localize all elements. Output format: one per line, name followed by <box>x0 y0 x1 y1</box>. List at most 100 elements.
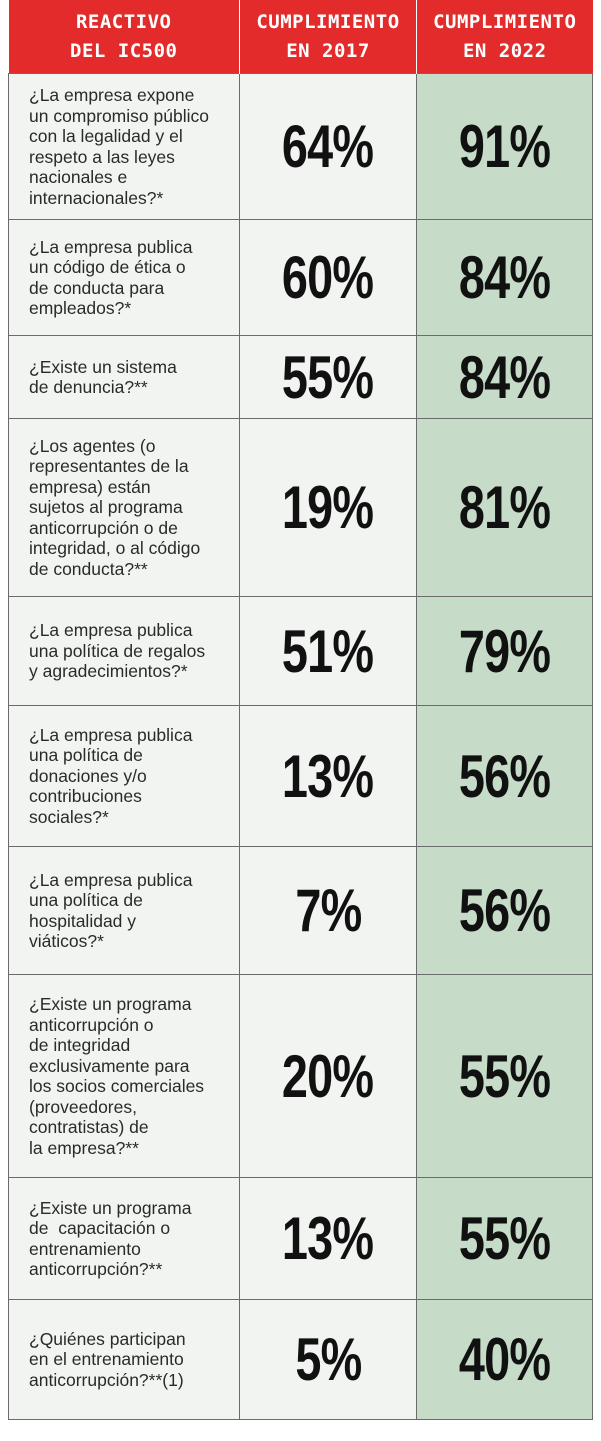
question-line: nacionales e <box>29 167 128 187</box>
question-line: donaciones y/o <box>29 765 147 786</box>
value-2022-cell: 84% <box>416 219 593 336</box>
header-reactivo-line-2: DEL IC500 <box>70 39 178 62</box>
question-line: la empresa?** <box>29 1137 139 1158</box>
table-row: ¿Los agentes (o representantes de la empre… <box>8 418 593 597</box>
question-line: sociales?* <box>29 806 109 827</box>
value-2022: 40% <box>458 1326 551 1393</box>
value-2017: 20% <box>282 1042 374 1110</box>
value-2017-cell: 19% <box>239 418 417 597</box>
value-2017: 64% <box>282 113 374 180</box>
value-2022-cell: 79% <box>416 596 593 706</box>
value-2022: 81% <box>458 474 551 541</box>
header-cumplimiento-2022: CUMPLIMIENTO EN 2022 <box>416 0 593 74</box>
value-2017-cell: 13% <box>239 705 417 847</box>
question-line: representantes de la <box>29 456 189 477</box>
header-cumplimiento-2017: CUMPLIMIENTO EN 2017 <box>239 0 417 74</box>
question-line: ¿Quiénes participan <box>29 1328 186 1349</box>
question-line: contratistas) de <box>29 1117 149 1137</box>
question-line: anticorrupción o de <box>29 517 178 538</box>
question-line: ¿Existe un programa <box>29 1197 192 1218</box>
compliance-table: REACTIVO DEL IC500 CUMPLIMIENTO EN 2017 … <box>8 0 593 1420</box>
header-2017-line-2: EN 2017 <box>286 39 370 62</box>
value-2022: 79% <box>458 617 551 685</box>
question-line: viáticos?* <box>29 931 104 951</box>
question-line: internacionales?* <box>29 187 164 208</box>
table-row: ¿Quiénes participan en el entrenamiento an… <box>8 1299 593 1420</box>
question-line: anticorrupción o <box>29 1014 154 1035</box>
question-line: ¿Los agentes (o <box>29 435 156 456</box>
value-2022-cell: 55% <box>416 1177 593 1300</box>
value-2022: 84% <box>458 244 551 311</box>
table-body: ¿La empresa expone un compromiso público c… <box>8 73 593 1420</box>
table-row: ¿La empresa publica una política de regal… <box>8 596 593 706</box>
value-2017-cell: 64% <box>239 73 417 220</box>
question-line: exclusivamente para <box>29 1055 190 1076</box>
header-2022-line-1: CUMPLIMIENTO <box>433 10 577 33</box>
value-2017-cell: 20% <box>239 974 417 1178</box>
question-line: los socios comerciales <box>29 1076 205 1096</box>
question-line: ¿La empresa publica <box>29 620 193 641</box>
question-cell: ¿Existe un sistema de denuncia?** <box>8 335 240 419</box>
question-line: ¿Existe un programa <box>29 994 192 1014</box>
header-2017-line-1: CUMPLIMIENTO <box>256 10 400 33</box>
table-row: ¿La empresa publica una política de hospit… <box>8 846 593 975</box>
header-reactivo: REACTIVO DEL IC500 <box>8 0 240 74</box>
value-2022-cell: 81% <box>416 418 593 597</box>
value-2017-cell: 60% <box>239 219 417 336</box>
question-line: contribuciones <box>29 786 142 807</box>
value-2017: 13% <box>282 1205 374 1272</box>
value-2017: 51% <box>282 617 374 685</box>
table-row: ¿Existe un sistema de denuncia?** 55% 84% <box>8 335 593 419</box>
question-line: empresa) están <box>29 476 151 497</box>
header-2022-line-2: EN 2022 <box>462 39 547 62</box>
question-line: de conducta para <box>29 277 165 298</box>
value-2017-cell: 51% <box>239 596 417 706</box>
question-line: de capacitación o <box>29 1218 171 1238</box>
header-reactivo-line-1: REACTIVO <box>75 10 172 33</box>
table-row: ¿La empresa expone un compromiso público c… <box>8 73 593 220</box>
value-2022: 55% <box>458 1042 551 1110</box>
question-line: integridad, o al código <box>29 538 201 559</box>
value-2022-cell: 40% <box>416 1299 593 1420</box>
table-row: ¿Existe un programa anticorrupción o de in… <box>8 974 593 1178</box>
value-2022: 91% <box>458 113 551 180</box>
question-line: de integridad <box>29 1035 131 1055</box>
question-cell: ¿Los agentes (o representantes de la empre… <box>8 418 240 597</box>
question-line: en el entrenamiento <box>29 1349 184 1370</box>
value-2022-cell: 84% <box>416 335 593 419</box>
value-2022: 56% <box>458 742 551 810</box>
value-2022-cell: 56% <box>416 846 593 975</box>
value-2022-cell: 55% <box>416 974 593 1178</box>
question-line: sujetos al programa <box>29 497 183 518</box>
value-2017-cell: 7% <box>239 846 417 975</box>
question-line: (proveedores, <box>29 1096 137 1117</box>
value-2017: 13% <box>282 742 374 810</box>
question-cell: ¿La empresa publica una política de hospit… <box>8 846 240 975</box>
question-line: anticorrupción?**(1) <box>29 1369 184 1390</box>
question-line: un compromiso público <box>29 105 209 126</box>
question-line: ¿La empresa publica <box>29 869 193 890</box>
question-cell: ¿Existe un programa de capacitación o entr… <box>8 1177 240 1300</box>
question-line: ¿Existe un sistema <box>29 356 177 377</box>
question-line: ¿La empresa publica <box>29 236 193 257</box>
table-row: ¿La empresa publica una política de donaci… <box>8 705 593 847</box>
question-cell: ¿La empresa expone un compromiso público c… <box>8 73 240 220</box>
question-line: una política de regalos <box>29 640 206 661</box>
question-line: ¿La empresa expone <box>29 85 195 105</box>
value-2017: 60% <box>282 244 374 311</box>
question-line: empleados?* <box>29 298 132 318</box>
question-line: hospitalidad y <box>29 910 137 931</box>
question-cell: ¿La empresa publica una política de regal… <box>8 596 240 706</box>
table-row: ¿Existe un programa de capacitación o entr… <box>8 1177 593 1300</box>
question-line: una política de <box>29 745 143 766</box>
question-line: y agradecimientos?* <box>29 661 188 682</box>
value-2017: 55% <box>282 343 374 411</box>
question-line: con la legalidad y el <box>29 126 183 146</box>
question-cell: ¿Existe un programa anticorrupción o de in… <box>8 974 240 1178</box>
value-2017-cell: 55% <box>239 335 417 419</box>
value-2017-cell: 5% <box>239 1299 417 1420</box>
value-2022: 55% <box>458 1205 551 1272</box>
value-2022: 84% <box>458 343 551 411</box>
